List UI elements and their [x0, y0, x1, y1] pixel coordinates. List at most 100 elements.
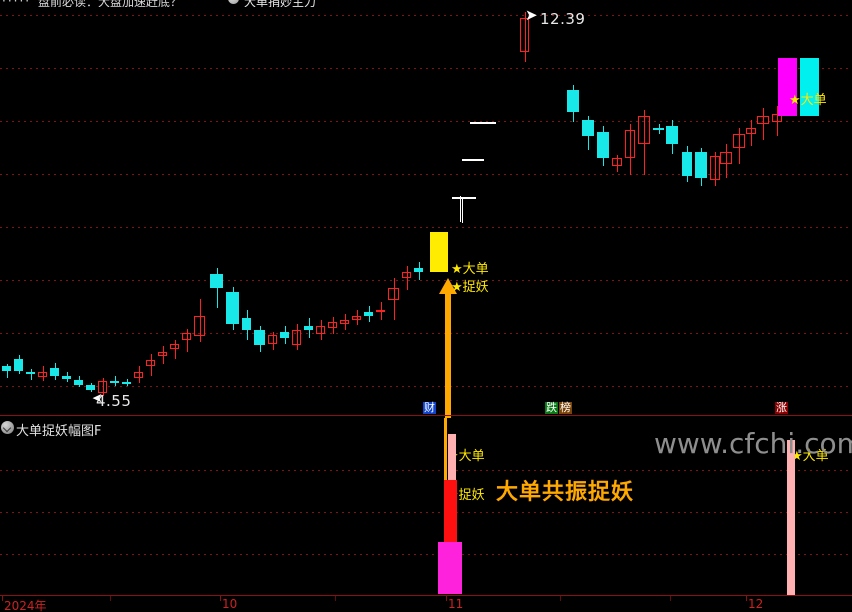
candle-body — [733, 134, 745, 148]
candle-wick — [525, 12, 526, 62]
arrow-shaft — [445, 292, 451, 418]
x-tick-mark — [446, 596, 447, 601]
indicator-title: 大单捉妖幅图F — [16, 424, 102, 439]
candle-body — [364, 312, 373, 316]
window-title-left: 盘前必读：大盘加速赶底？ — [38, 0, 183, 7]
crosshair-tick-upper — [470, 122, 496, 124]
gridline — [0, 333, 852, 334]
market-chip[interactable]: 涨 — [775, 401, 788, 414]
candle-body — [170, 344, 179, 349]
x-tick-mark — [2, 596, 3, 601]
site-watermark: www.cfchi.com — [654, 427, 852, 460]
candle-wick — [273, 332, 274, 350]
gridline — [0, 554, 852, 555]
red-bar — [444, 480, 457, 542]
candle-wick — [345, 314, 346, 330]
signal-label: ★大单 — [447, 449, 485, 464]
signal-caption: 大单共振捉妖 — [496, 480, 635, 505]
candle-body — [352, 316, 361, 320]
candle-body — [304, 326, 313, 330]
gridline — [0, 280, 852, 281]
candle-body — [653, 128, 664, 130]
x-tick-mark — [110, 596, 111, 601]
window-status-orb — [228, 0, 239, 4]
price-chart-pane[interactable] — [0, 7, 852, 418]
gridline — [0, 512, 852, 513]
window-title-right: 大单捐妙主力 — [244, 0, 317, 7]
candle-wick — [175, 340, 176, 359]
candle-body — [328, 322, 337, 328]
price-callout: 4.55 — [96, 392, 132, 410]
candle-body — [2, 366, 11, 371]
indicator-pane[interactable] — [0, 418, 852, 595]
signal-label: ★大单 — [789, 93, 827, 108]
candle-wick — [7, 364, 8, 378]
chevron-down-icon[interactable] — [1, 421, 14, 434]
x-tick-label: 11 — [448, 597, 464, 611]
candle-body — [292, 330, 301, 345]
candle-wick — [630, 124, 631, 175]
candle-body — [376, 310, 385, 312]
gridline — [0, 470, 852, 471]
x-tick-mark — [746, 596, 747, 601]
magenta-bar — [438, 542, 462, 594]
candle-body — [38, 372, 47, 377]
candle-wick — [43, 366, 44, 381]
left-pointer-icon: ➤ — [92, 390, 103, 405]
candle-body — [226, 292, 239, 324]
candle-body — [414, 268, 423, 272]
candle-body — [268, 335, 277, 344]
gridline — [0, 386, 852, 387]
gridline — [0, 227, 852, 228]
candle-body — [98, 381, 107, 393]
signal-label: ★大单 — [451, 262, 489, 277]
candle-wick — [763, 108, 764, 140]
candle-body — [14, 359, 23, 371]
candle-wick — [644, 110, 645, 175]
candle-body — [86, 385, 95, 390]
candle-wick — [297, 324, 298, 350]
candle-body — [695, 152, 707, 178]
candle-body — [26, 372, 35, 374]
candle-body — [612, 158, 622, 166]
x-axis: 2024年 10 11 12 — [0, 595, 852, 612]
candle-body — [772, 114, 782, 122]
candle-body — [402, 272, 411, 278]
candle-wick — [739, 128, 740, 164]
candle-wick — [103, 378, 104, 396]
x-tick-mark — [220, 596, 221, 601]
arrow-head — [439, 278, 457, 294]
gridline — [0, 174, 852, 175]
candle-wick — [357, 310, 358, 325]
x-tick-mark — [560, 596, 561, 601]
market-chip[interactable]: 榜 — [559, 401, 572, 414]
candle-body — [625, 130, 635, 158]
market-chip[interactable]: 财 — [423, 401, 436, 414]
candle-wick — [617, 155, 618, 172]
market-chip[interactable]: 跌 — [545, 401, 558, 414]
candle-wick — [715, 152, 716, 186]
candle-body — [122, 382, 131, 384]
candle-body — [597, 132, 609, 158]
magenta-volume-bar — [778, 58, 797, 116]
candle-body — [340, 320, 349, 324]
candle-body — [146, 360, 155, 366]
candle-wick — [187, 329, 188, 352]
candle-body — [182, 333, 191, 340]
candle-body — [757, 116, 769, 124]
candle-wick — [407, 266, 408, 290]
candle-body — [62, 376, 71, 379]
pane-divider-top — [0, 415, 852, 416]
candle-body — [210, 274, 223, 288]
candle-body — [746, 128, 756, 134]
signal-label: ★捉妖 — [451, 280, 489, 295]
candle-wick — [139, 366, 140, 383]
candle-wick — [31, 369, 32, 380]
candle-body — [567, 90, 579, 112]
x-tick-label: 10 — [222, 597, 238, 611]
candle-body — [134, 372, 143, 378]
crosshair-tick-mid — [462, 159, 484, 161]
candle-body — [720, 152, 732, 164]
candle-wick — [200, 299, 201, 342]
candle-body — [158, 352, 167, 356]
